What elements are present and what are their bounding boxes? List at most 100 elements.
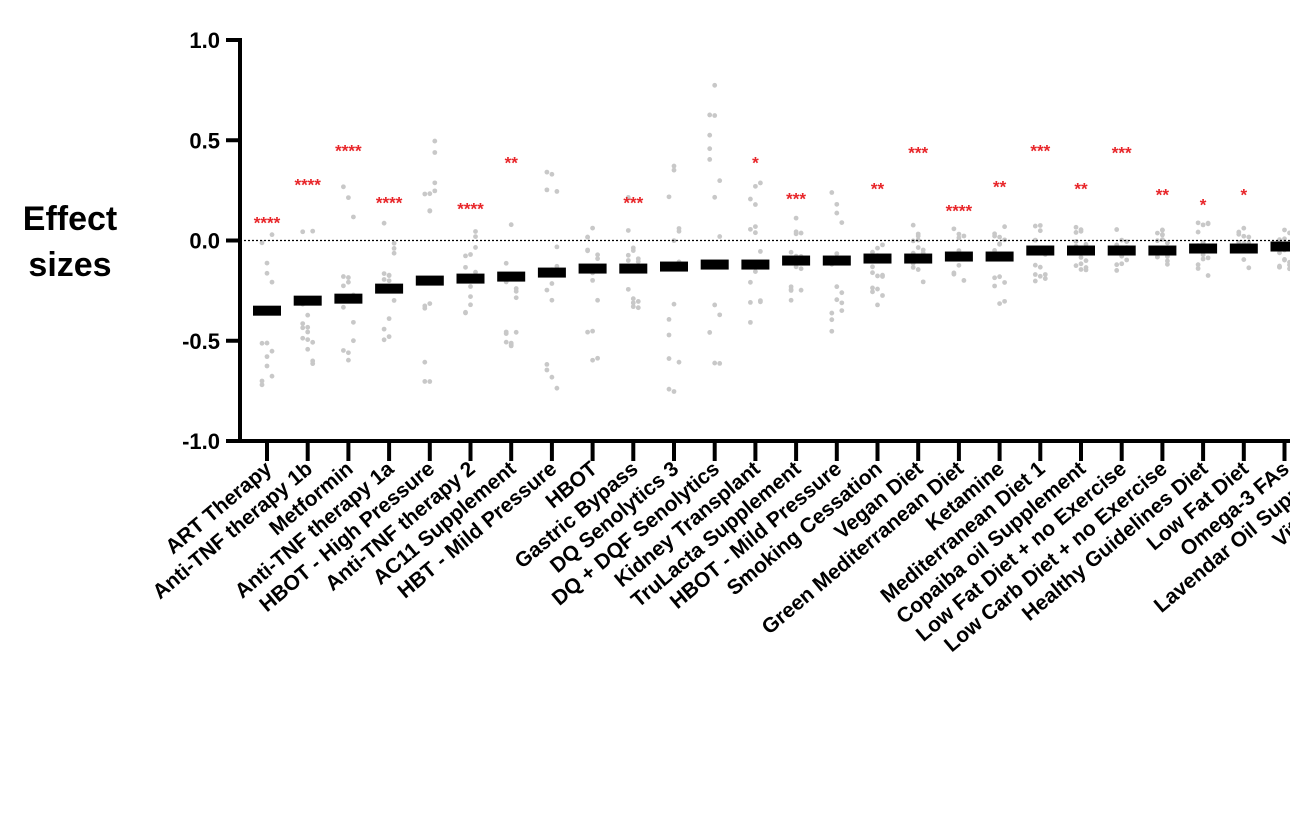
data-point [910, 222, 916, 228]
significance-label: ** [1156, 185, 1170, 204]
data-point [793, 264, 799, 270]
data-point [829, 190, 835, 195]
data-point [391, 250, 397, 256]
data-point [473, 229, 478, 234]
data-point [712, 360, 718, 366]
data-point [513, 295, 519, 301]
mean-marker [334, 293, 363, 304]
data-point [920, 279, 926, 285]
data-point [1114, 268, 1120, 273]
data-point [875, 286, 880, 292]
data-point [391, 240, 397, 246]
data-point [468, 294, 473, 299]
data-point [1042, 272, 1048, 277]
mean-marker [1270, 241, 1290, 252]
data-point [630, 304, 636, 310]
data-point [951, 270, 957, 276]
data-point [625, 252, 631, 258]
significance-labels: **************** ************************… [254, 141, 1248, 232]
data-point [590, 357, 595, 363]
data-point [432, 150, 438, 155]
data-point [300, 325, 306, 331]
data-point [839, 308, 845, 314]
mean-marker [537, 267, 566, 278]
data-point [300, 321, 306, 326]
data-point [503, 329, 509, 335]
data-point [305, 324, 311, 330]
y-axis-label: Effect sizes [8, 196, 132, 288]
significance-label: * [1200, 195, 1207, 214]
significance-label: *** [1112, 143, 1132, 162]
data-point [1200, 256, 1206, 262]
data-point [346, 357, 351, 363]
data-point [915, 245, 921, 250]
data-point [839, 220, 845, 225]
data-point [635, 259, 641, 264]
data-point [712, 113, 718, 118]
y-tick-label: 0.0 [189, 229, 220, 254]
data-point [758, 249, 763, 254]
data-point [468, 302, 473, 308]
data-point [1282, 257, 1287, 262]
data-point [305, 312, 311, 318]
data-point [671, 301, 677, 307]
data-point [625, 195, 631, 200]
data-point [870, 249, 875, 255]
data-point [381, 271, 387, 276]
data-point [1241, 225, 1247, 231]
data-point [264, 270, 270, 276]
data-point [300, 229, 306, 235]
y-axis-label-line-2: sizes [28, 246, 112, 284]
data-point [1277, 237, 1282, 243]
data-point [1165, 261, 1170, 267]
data-point [1083, 267, 1089, 273]
data-point [758, 299, 763, 305]
significance-label: ** [993, 177, 1007, 196]
data-point [473, 269, 478, 275]
data-point [748, 226, 753, 232]
data-point [1078, 261, 1084, 267]
data-point [1114, 262, 1120, 268]
significance-label: **** [946, 201, 973, 220]
mean-marker [822, 255, 851, 266]
mean-marker [700, 259, 729, 270]
data-point [427, 301, 433, 306]
data-point [870, 264, 875, 270]
data-point [468, 284, 473, 289]
significance-label: **** [376, 193, 403, 212]
data-point [997, 274, 1002, 280]
data-point [758, 180, 763, 186]
y-tick-label: 0.5 [189, 128, 220, 153]
data-point [870, 270, 875, 276]
data-point [839, 290, 845, 296]
data-point [1073, 230, 1079, 235]
data-point [590, 328, 595, 334]
data-point [1246, 234, 1252, 240]
data-point [1124, 257, 1130, 263]
data-point [1282, 227, 1287, 233]
data-point [259, 378, 265, 384]
data-point [915, 231, 921, 237]
data-point [798, 266, 804, 272]
data-point [1241, 233, 1247, 239]
data-point [544, 367, 550, 373]
data-point [666, 194, 672, 200]
data-point [829, 310, 835, 316]
data-point [554, 385, 560, 391]
mean-marker [660, 261, 688, 272]
data-point [595, 252, 600, 258]
data-point [310, 361, 316, 367]
data-point [788, 288, 794, 293]
data-point [1073, 224, 1079, 230]
data-point [788, 249, 794, 255]
significance-label: * [752, 153, 759, 172]
data-point [1002, 224, 1007, 230]
data-point [422, 191, 428, 197]
data-point [625, 258, 631, 263]
significance-label: **** [294, 175, 321, 194]
data-point [554, 189, 560, 194]
data-point [788, 297, 794, 303]
data-point [788, 284, 794, 290]
data-point [630, 300, 636, 306]
data-point [834, 297, 840, 303]
